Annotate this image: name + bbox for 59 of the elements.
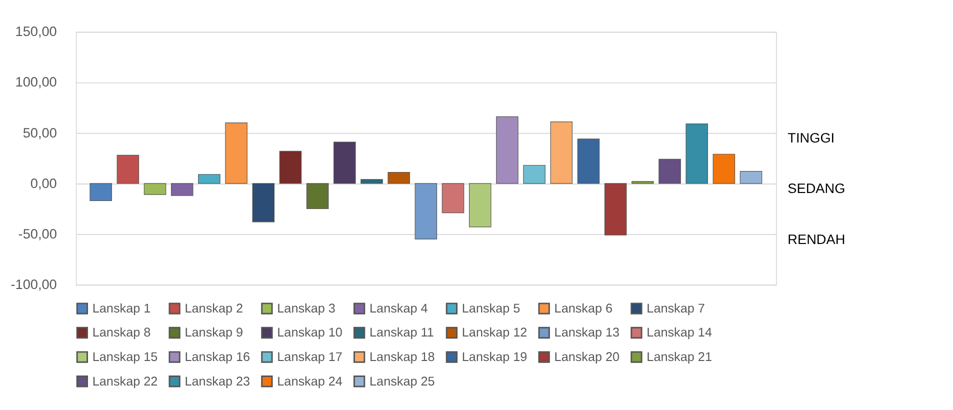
legend-label: Lanskap 11 — [370, 326, 434, 340]
bar — [523, 164, 546, 184]
legend-label: Lanskap 3 — [277, 301, 336, 316]
bar — [360, 179, 383, 184]
bar — [496, 116, 518, 184]
bar — [712, 154, 736, 184]
legend-label: Lanskap 22 — [92, 374, 158, 388]
legend-label: Lanskap 21 — [646, 350, 712, 364]
legend-label: Lanskap 9 — [184, 326, 244, 340]
y-tick-label: 100,00 — [15, 74, 58, 90]
legend-label: Lanskap 23 — [184, 374, 250, 388]
bar — [414, 183, 438, 240]
legend-label: Lanskap 18 — [370, 350, 435, 364]
bar — [252, 183, 275, 222]
legend-label: Lanskap 2 — [184, 301, 244, 316]
bar — [740, 171, 762, 184]
bar — [686, 124, 708, 184]
y-tick-label: 50,00 — [22, 125, 58, 140]
legend-label: Lanskap 10 — [277, 326, 342, 340]
bar — [279, 150, 302, 184]
bar — [388, 172, 410, 184]
legend-label: Lanskap 15 — [92, 350, 158, 364]
legend-label: Lanskap 25 — [370, 374, 435, 388]
bar — [442, 183, 464, 214]
text: TINGGI — [788, 130, 835, 146]
legend-label: Lanskap 6 — [554, 301, 613, 316]
bar — [144, 183, 166, 195]
y-tick-label: 150,00 — [15, 24, 58, 40]
legend-label: Lanskap 1 — [92, 301, 151, 316]
legend-label: Lanskap 13 — [554, 326, 620, 340]
bar — [306, 183, 329, 210]
legend-label: Lanskap 20 — [554, 350, 620, 364]
bar — [116, 154, 140, 184]
bar — [334, 142, 356, 184]
bar — [225, 122, 248, 184]
text: SEDANG — [788, 181, 846, 196]
bar — [604, 183, 627, 236]
bar — [550, 121, 573, 184]
legend-label: Lanskap 16 — [184, 350, 250, 364]
bar — [632, 181, 654, 184]
bar — [170, 183, 194, 196]
legend-label: Lanskap 4 — [370, 301, 428, 316]
legend-label: Lanskap 24 — [277, 374, 342, 388]
legend-label: Lanskap 19 — [462, 350, 528, 364]
y-tick-label: -100,00 — [10, 276, 58, 292]
legend-label: Lanskap 7 — [646, 301, 705, 316]
bar — [468, 183, 492, 228]
bar — [658, 158, 681, 184]
legend-label: Lanskap 14 — [646, 326, 712, 340]
legend-label: Lanskap 17 — [277, 350, 342, 364]
y-tick-label: -50,00 — [18, 226, 58, 242]
bar — [90, 183, 112, 201]
legend-label: Lanskap 5 — [462, 301, 520, 316]
bar — [577, 138, 600, 184]
bar — [198, 174, 220, 184]
legend-label: Lanskap 12 — [462, 326, 528, 340]
y-tick-label: 0,00 — [30, 176, 58, 191]
text: RENDAH — [788, 232, 846, 247]
legend-label: Lanskap 8 — [92, 326, 151, 340]
